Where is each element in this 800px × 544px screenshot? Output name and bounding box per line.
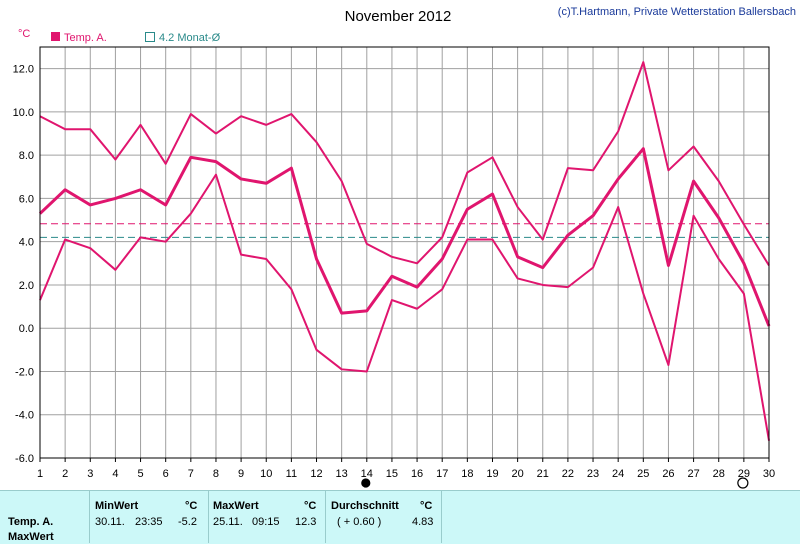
x-tick-label: 18 — [461, 468, 473, 480]
x-tick-label: 30 — [763, 468, 775, 480]
legend-monthavg-swatch — [145, 32, 155, 42]
y-tick-labels: -6.0 -4.0 -2.0 0.0 2.0 4.0 6.0 8.0 10.0 12.0 — [13, 64, 34, 465]
series-lines — [38, 61, 771, 441]
max-value: 12.3 — [295, 516, 317, 528]
legend-temp-label: Temp. A. — [64, 32, 107, 44]
legend-monthavg-label: 4.2 Monat-Ø — [159, 32, 221, 44]
min-unit: °C — [185, 500, 198, 512]
y-tick-label: -2.0 — [15, 366, 34, 378]
x-tick-label: 22 — [562, 468, 574, 480]
reference-lines — [40, 223, 769, 238]
max-date: 25.11. — [213, 516, 243, 528]
day-markers — [361, 477, 749, 489]
y-tick-label: 6.0 — [19, 193, 34, 205]
panel-divider — [325, 490, 326, 543]
x-tick-label: 24 — [612, 468, 624, 480]
day-marker-filled — [361, 478, 371, 488]
x-tick-label: 17 — [436, 468, 448, 480]
avg-header: Durchschnitt — [331, 500, 399, 512]
x-tick-label: 23 — [587, 468, 599, 480]
x-tick-label: 4 — [112, 468, 118, 480]
x-tick-label: 12 — [310, 468, 322, 480]
y-tick-label: 8.0 — [19, 150, 34, 162]
stats-row-label-2: MaxWert — [8, 531, 54, 543]
plot-frame — [39, 46, 770, 459]
stats-row-label: Temp. A. — [8, 516, 54, 528]
min-header: MinWert — [95, 500, 139, 512]
series-line-max — [39, 61, 770, 267]
min-date: 30.11. — [95, 516, 125, 528]
x-tick-label: 3 — [87, 468, 93, 480]
min-time: 23:35 — [135, 516, 163, 528]
x-tick-label: 15 — [386, 468, 398, 480]
max-time: 09:15 — [252, 516, 280, 528]
x-tick-label: 28 — [713, 468, 725, 480]
x-tick-label: 1 — [37, 468, 43, 480]
y-tick-label: 0.0 — [19, 323, 34, 335]
x-tick-labels: 1 2 3 4 5 6 7 8 9 10 11 12 13 14 15 16 17 18 19 20 21 22 23 24 2… — [37, 468, 775, 480]
max-header: MaxWert — [213, 500, 259, 512]
series-line-mean — [38, 147, 771, 327]
panel-divider — [89, 490, 90, 543]
x-tick-label: 11 — [286, 468, 297, 480]
y-tick-label: 12.0 — [13, 64, 34, 76]
x-tick-label: 16 — [411, 468, 423, 480]
chart-title: November 2012 — [345, 8, 452, 25]
x-tick-label: 6 — [163, 468, 169, 480]
x-tick-label: 9 — [238, 468, 244, 480]
x-tick-label: 7 — [188, 468, 194, 480]
temperature-chart: November 2012 (c)T.Hartmann, Private Wet… — [13, 6, 796, 489]
x-tick-label: 14 — [361, 468, 373, 480]
panel-divider — [441, 490, 442, 543]
x-tick-label: 20 — [511, 468, 523, 480]
copyright-text: (c)T.Hartmann, Private Wetterstation Bal… — [558, 6, 796, 18]
avg-unit: °C — [420, 500, 433, 512]
day-marker-open — [737, 477, 749, 489]
y-tick-label: -4.0 — [15, 410, 34, 422]
x-tick-label: 13 — [336, 468, 348, 480]
avg-value: 4.83 — [412, 516, 434, 528]
x-tick-label: 27 — [687, 468, 699, 480]
series-line-min — [39, 173, 770, 441]
y-tick-label: -6.0 — [15, 453, 34, 465]
x-tick-label: 5 — [137, 468, 143, 480]
panel-divider — [208, 490, 209, 543]
x-tick-label: 25 — [637, 468, 649, 480]
grid — [39, 47, 770, 462]
x-tick-label: 8 — [213, 468, 219, 480]
y-tick-label: 10.0 — [13, 107, 34, 119]
y-tick-label: 2.0 — [19, 280, 34, 292]
x-tick-label: 19 — [486, 468, 498, 480]
y-axis-unit: °C — [18, 28, 30, 40]
y-tick-label: 4.0 — [19, 237, 34, 249]
max-unit: °C — [304, 500, 317, 512]
min-value: -5.2 — [178, 516, 197, 528]
x-tick-label: 21 — [537, 468, 549, 480]
avg-delta: ( + 0.60 ) — [337, 516, 382, 528]
x-tick-label: 26 — [662, 468, 674, 480]
x-tick-label: 2 — [62, 468, 68, 480]
statistics-panel — [0, 490, 800, 544]
legend-temp-swatch — [51, 32, 60, 41]
x-tick-label: 10 — [260, 468, 272, 480]
x-tick-label: 29 — [738, 468, 750, 480]
